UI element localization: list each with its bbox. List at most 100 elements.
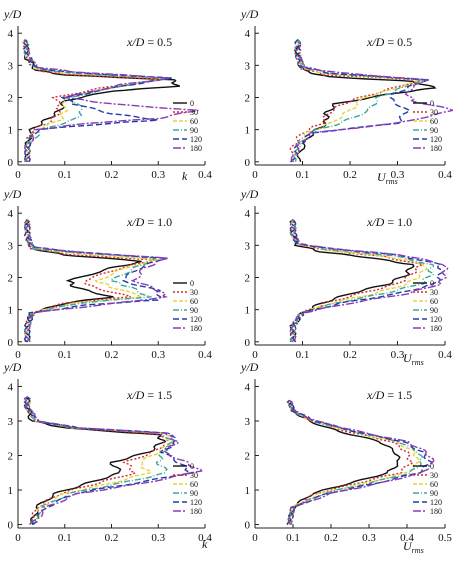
panel-annotation: x/D = 1.5 <box>366 388 412 402</box>
y-tick-label: 3 <box>245 60 251 72</box>
series-line-120 <box>286 399 434 525</box>
x-tick-label: 0 <box>252 532 258 544</box>
series-line-120 <box>23 219 167 343</box>
x-tick-label: 0 <box>15 349 21 361</box>
series-line-30 <box>286 399 414 525</box>
x-tick-label: 0.3 <box>151 532 165 544</box>
x-tick-label: 0.4 <box>198 532 212 544</box>
x-tick-label: 0.2 <box>324 532 338 544</box>
series-line-30 <box>23 219 155 343</box>
y-axis-label: y/D <box>240 187 259 201</box>
x-tick-label: 0.1 <box>296 349 310 361</box>
x-tick-label: 0.2 <box>105 169 119 181</box>
series-line-90 <box>23 39 171 163</box>
series-line-60 <box>21 39 163 163</box>
x-tick-label: 0 <box>252 349 258 361</box>
series-line-30 <box>22 39 162 162</box>
y-tick-label: 1 <box>8 485 14 497</box>
y-tick-label: 3 <box>8 416 14 428</box>
series-line-0 <box>289 219 415 342</box>
y-tick-label: 4 <box>245 208 251 220</box>
x-tick-label: 0.4 <box>438 349 452 361</box>
legend-label: 30 <box>430 471 438 480</box>
legend-label: 0 <box>190 462 194 471</box>
x-tick-label: 0.1 <box>286 532 300 544</box>
y-axis-label: y/D <box>3 7 22 21</box>
x-axis-label: k <box>202 537 208 551</box>
legend-label: 30 <box>190 288 198 297</box>
y-tick-label: 0 <box>8 520 14 532</box>
x-tick-label: 0.1 <box>58 169 72 181</box>
y-tick-label: 3 <box>8 60 14 72</box>
y-tick-label: 2 <box>8 93 14 105</box>
legend-label: 60 <box>430 297 438 306</box>
x-axis-label: k <box>182 169 188 183</box>
series-line-120 <box>289 219 444 343</box>
y-tick-label: 0 <box>245 520 251 532</box>
y-tick-label: 3 <box>245 416 251 428</box>
x-tick-label: 0.4 <box>198 349 212 361</box>
series-line-30 <box>289 219 425 343</box>
legend-label: 180 <box>190 144 202 153</box>
x-tick-label: 0.3 <box>391 169 405 181</box>
legend-label: 60 <box>430 480 438 489</box>
legend-label: 120 <box>430 135 442 144</box>
legend-label: 60 <box>430 117 438 126</box>
y-tick-label: 4 <box>8 381 14 393</box>
panel-annotation: x/D = 1.5 <box>126 388 172 402</box>
legend-label: 120 <box>430 498 442 507</box>
series-line-60 <box>289 219 428 343</box>
y-tick-label: 1 <box>245 305 251 317</box>
legend-label: 60 <box>190 297 198 306</box>
x-tick-label: 0.4 <box>198 169 212 181</box>
x-axis-label: Urms <box>403 351 424 367</box>
series-line-90 <box>24 219 158 343</box>
legend-label: 120 <box>190 135 202 144</box>
y-tick-label: 0 <box>245 157 251 169</box>
series-line-180 <box>290 39 453 163</box>
legend-label: 60 <box>190 117 198 126</box>
series-line-180 <box>23 396 203 525</box>
y-axis-label: y/D <box>3 187 22 201</box>
x-tick-label: 0.1 <box>58 532 72 544</box>
series-line-60 <box>290 39 425 163</box>
legend-label: 180 <box>430 507 442 516</box>
y-tick-label: 2 <box>245 451 251 463</box>
series-line-90 <box>23 396 175 525</box>
x-tick-label: 0.1 <box>58 349 72 361</box>
panel-annotation: x/D = 0.5 <box>126 35 172 49</box>
series-line-180 <box>289 219 449 343</box>
x-tick-label: 0.4 <box>438 169 452 181</box>
legend-label: 90 <box>190 126 198 135</box>
legend-label: 180 <box>430 324 442 333</box>
y-tick-label: 2 <box>245 273 251 285</box>
panel-annotation: x/D = 0.5 <box>366 35 412 49</box>
y-axis-label: y/D <box>3 360 22 374</box>
x-tick-label: 0.2 <box>343 169 357 181</box>
series-line-0 <box>23 396 167 525</box>
y-axis-label: y/D <box>240 7 259 21</box>
x-tick-label: 0.1 <box>296 169 310 181</box>
y-tick-label: 2 <box>8 451 14 463</box>
y-tick-label: 4 <box>245 28 251 40</box>
x-tick-label: 0.3 <box>391 349 405 361</box>
legend-label: 90 <box>430 489 438 498</box>
y-axis-label: y/D <box>240 360 259 374</box>
y-tick-label: 0 <box>8 337 14 349</box>
legend-label: 180 <box>190 507 202 516</box>
legend-label: 180 <box>430 144 442 153</box>
panel-annotation: x/D = 1.0 <box>366 215 412 229</box>
legend-label: 120 <box>190 315 202 324</box>
legend-label: 30 <box>190 471 198 480</box>
series-line-60 <box>23 396 174 525</box>
legend-label: 30 <box>430 288 438 297</box>
legend-label: 90 <box>190 306 198 315</box>
legend-label: 90 <box>190 489 198 498</box>
x-tick-label: 0 <box>15 169 21 181</box>
x-tick-label: 0.4 <box>400 532 414 544</box>
legend-label: 30 <box>190 108 198 117</box>
